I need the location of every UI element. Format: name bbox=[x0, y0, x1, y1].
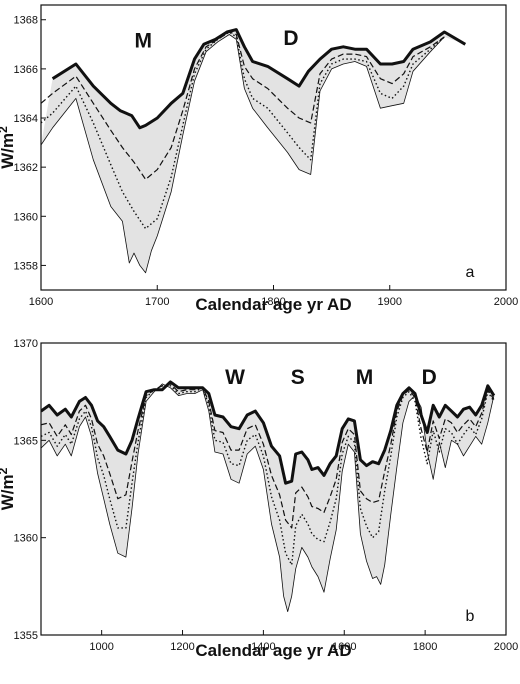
x-tick-label: 1800 bbox=[413, 641, 437, 653]
x-tick-label: 1000 bbox=[89, 641, 113, 653]
x-tick-label: 1800 bbox=[261, 296, 285, 308]
y-tick-label: 1370 bbox=[14, 338, 38, 350]
y-tick-label: 1358 bbox=[14, 260, 38, 272]
period-annotation: S bbox=[291, 366, 305, 389]
period-annotation: M bbox=[356, 366, 374, 389]
x-tick-label: 1700 bbox=[145, 296, 169, 308]
x-tick-label: 1400 bbox=[251, 641, 275, 653]
series-line-thick-b bbox=[41, 380, 496, 485]
x-tick-label: 2000 bbox=[494, 641, 518, 653]
period-annotation: W bbox=[225, 366, 245, 389]
y-axis-label: W/m2 bbox=[0, 467, 17, 510]
panel-label: a bbox=[466, 264, 475, 281]
x-tick-label: 1600 bbox=[29, 296, 53, 308]
y-tick-label: 1355 bbox=[14, 630, 38, 642]
x-tick-label: 1900 bbox=[378, 296, 402, 308]
series-line-dashed-b bbox=[41, 383, 495, 529]
period-annotation: M bbox=[135, 29, 153, 52]
panel-a: 1600 1700 1800 1900 2000 1358 1360 1362 1364 1366… bbox=[0, 4, 518, 314]
shaded-envelope-a bbox=[41, 29, 466, 273]
y-tick-label: 1366 bbox=[14, 64, 38, 76]
panel-label: b bbox=[466, 608, 475, 625]
y-axis-label: W/m2 bbox=[0, 126, 17, 169]
y-tick-label: 1368 bbox=[14, 15, 38, 27]
y-tick-label: 1360 bbox=[14, 211, 38, 223]
plot-area-a bbox=[41, 28, 467, 274]
x-axis-label: Calendar age yr AD bbox=[195, 641, 351, 660]
x-tick-label: 2000 bbox=[494, 296, 518, 308]
x-tick-label: 1200 bbox=[170, 641, 194, 653]
period-annotation: D bbox=[422, 366, 437, 389]
y-tick-label: 1364 bbox=[14, 113, 38, 125]
x-axis-label: Calendar age yr AD bbox=[195, 295, 351, 314]
y-tick-label: 1360 bbox=[14, 533, 38, 545]
x-tick-label: 1600 bbox=[332, 641, 356, 653]
plot-area-b bbox=[41, 380, 496, 612]
y-tick-label: 1362 bbox=[14, 162, 38, 174]
series-line-thin-a bbox=[41, 34, 445, 274]
panel-b: 1000 1200 1400 1600 1800 2000 1355 1360 1365 1370… bbox=[0, 338, 518, 660]
series-line-thick-a bbox=[51, 28, 467, 130]
series-line-dashed-a bbox=[41, 31, 445, 180]
period-annotation: D bbox=[283, 27, 298, 50]
y-tick-label: 1365 bbox=[14, 435, 38, 447]
plot-frame-b bbox=[40, 342, 507, 636]
